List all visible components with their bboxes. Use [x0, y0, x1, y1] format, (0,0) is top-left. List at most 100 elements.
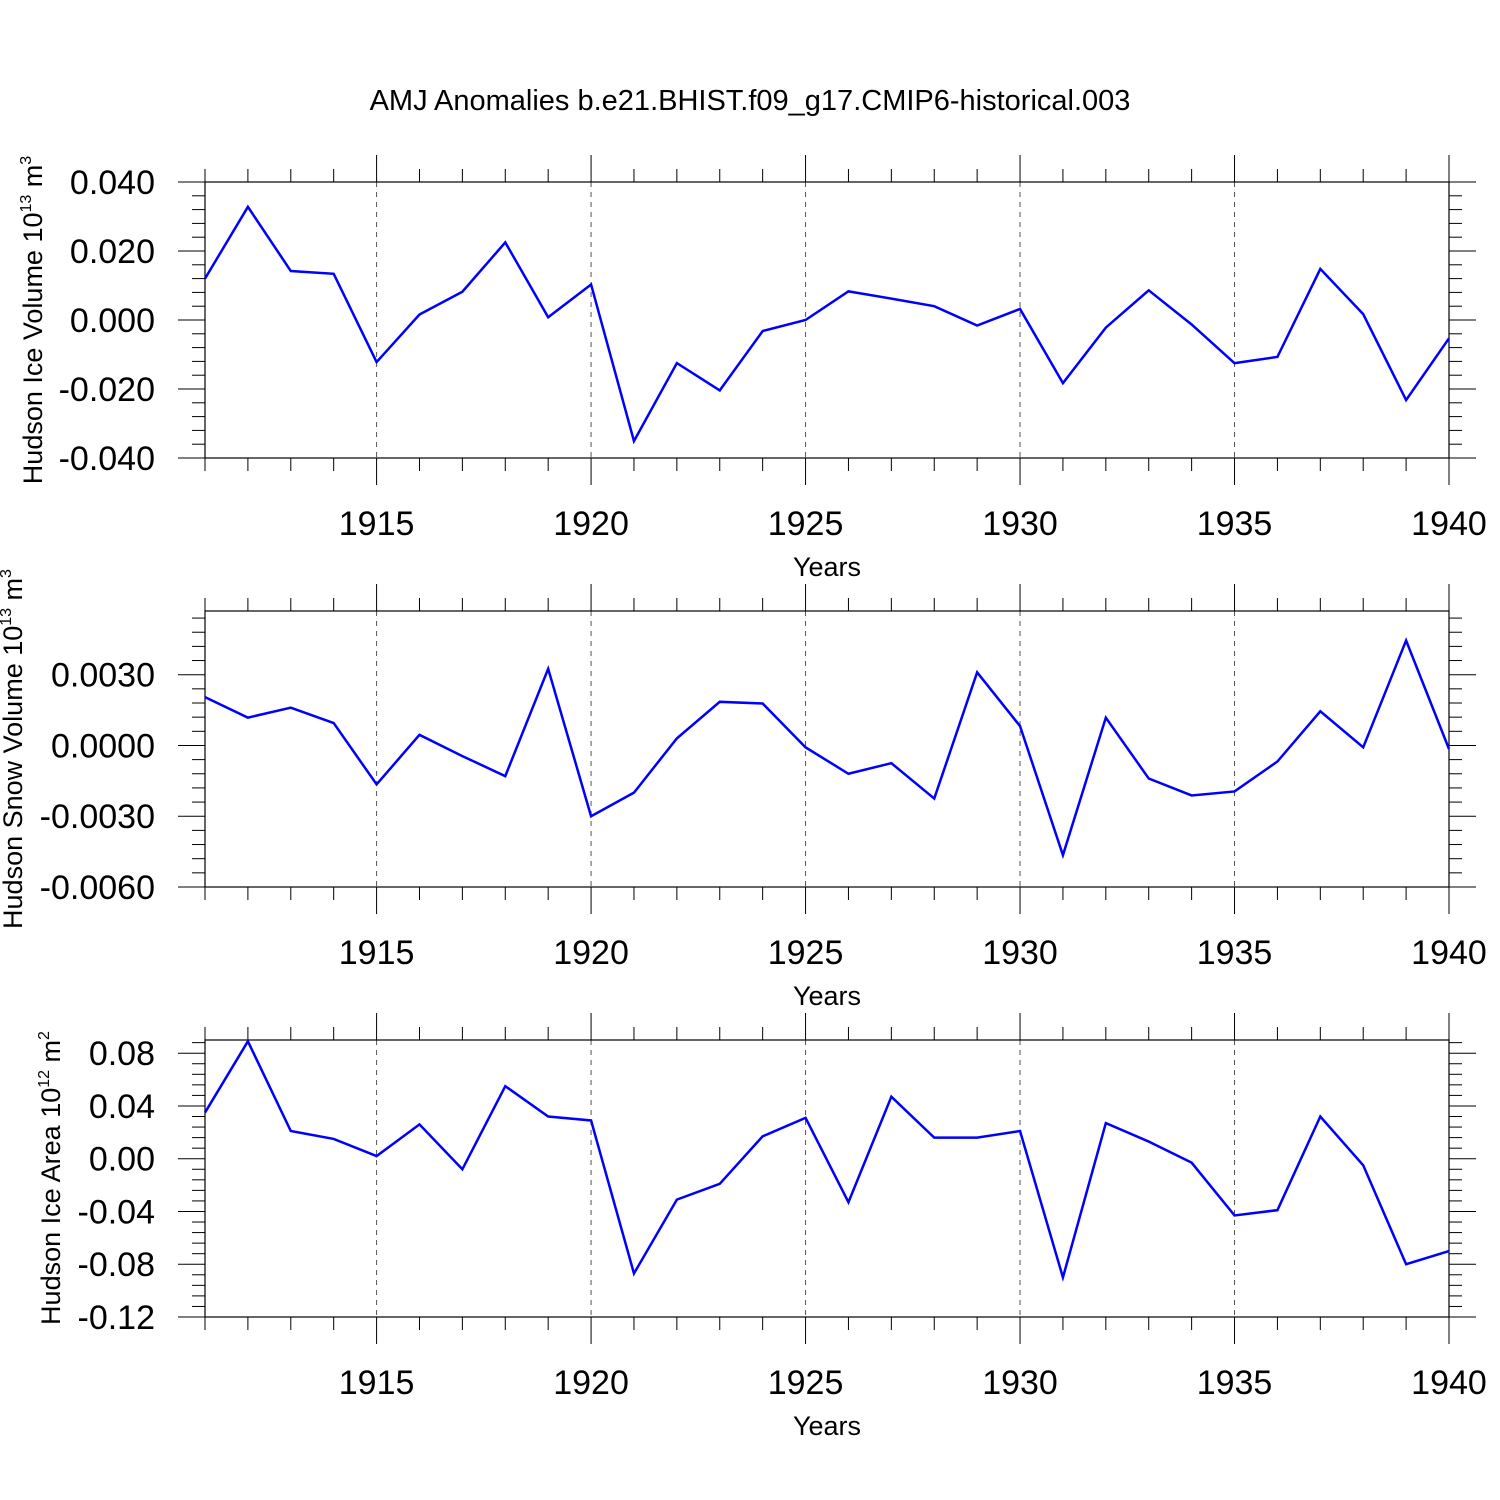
data-point-1923	[719, 1183, 721, 1185]
data-point-1913	[290, 270, 292, 272]
y-tick-label: 0.0000	[51, 727, 155, 765]
y-axis-label: Hudson Ice Volume 1013 m3	[18, 156, 48, 484]
plot-frame	[204, 1039, 1450, 1318]
data-point-1924	[761, 1135, 763, 1137]
y-tick-label: -0.04	[78, 1193, 156, 1231]
y-axis-label-exponent: 12	[36, 1070, 53, 1088]
y-axis-label: Hudson Ice Area 1012 m2	[36, 1031, 66, 1325]
data-point-1931	[1062, 854, 1064, 856]
data-point-1928	[933, 1136, 935, 1138]
series-line-1	[203, 1038, 1450, 1282]
data-point-1924	[761, 702, 763, 704]
data-point-1940	[1448, 1250, 1450, 1252]
y-tick-label: 0.0030	[51, 657, 155, 695]
panel-3: -0.12 -0.08 -0.04 0.00 0.04 0.08 1915 1920 1925 1…	[36, 1013, 1487, 1441]
data-point-1928	[933, 305, 935, 307]
x-tick-label: 1915	[339, 505, 415, 543]
data-point-1917	[461, 1168, 463, 1170]
data-point-1939	[1405, 399, 1407, 401]
y-axis-label-text: Hudson Snow Volume 10	[0, 626, 28, 929]
series-line-1	[204, 637, 1451, 860]
data-point-1923	[719, 389, 721, 391]
data-point-1934	[1190, 1161, 1192, 1163]
data-point-1934	[1190, 794, 1192, 796]
data-point-1933	[1148, 289, 1150, 291]
data-point-1915	[375, 1155, 377, 1157]
data-point-1912	[247, 1040, 249, 1042]
x-tick-label: 1940	[1411, 934, 1487, 972]
x-tick-label: 1935	[1197, 934, 1273, 972]
data-point-1926	[847, 290, 849, 292]
y-tick-label: 0.04	[89, 1088, 155, 1126]
data-point-1933	[1148, 1140, 1150, 1142]
y-axis-label-unit-exponent: 2	[36, 1031, 53, 1040]
data-point-1919	[547, 1115, 549, 1117]
data-point-1918	[504, 241, 506, 243]
data-point-1916	[418, 313, 420, 315]
y-tick-label: -0.0030	[40, 798, 155, 836]
data-point-1917	[461, 291, 463, 293]
y-tick-label: -0.040	[59, 440, 155, 478]
data-point-1938	[1362, 313, 1364, 315]
data-point-1929	[976, 671, 978, 673]
data-point-1936	[1276, 1209, 1278, 1211]
plot-frame	[204, 181, 1450, 459]
data-point-1938	[1362, 746, 1364, 748]
data-point-1917	[461, 755, 463, 757]
data-point-1911	[204, 277, 206, 279]
data-point-1920	[590, 283, 592, 285]
data-point-1935	[1233, 1214, 1235, 1216]
y-axis-label-unit: m	[18, 165, 48, 195]
data-point-1926	[847, 773, 849, 775]
data-point-1926	[847, 1201, 849, 1203]
data-point-1912	[247, 716, 249, 718]
data-point-1932	[1105, 716, 1107, 718]
data-point-1922	[676, 737, 678, 739]
data-point-1923	[719, 701, 721, 703]
y-tick-label: -0.08	[78, 1246, 156, 1284]
data-point-1928	[933, 797, 935, 799]
x-tick-label: 1935	[1197, 505, 1273, 543]
data-point-1939	[1405, 1263, 1407, 1265]
data-point-1929	[976, 1136, 978, 1138]
plot-frame	[204, 610, 1450, 888]
y-tick-label: -0.020	[59, 371, 155, 409]
x-tick-label: 1920	[553, 934, 629, 972]
x-tick-label: 1930	[982, 1364, 1058, 1402]
data-point-1916	[418, 1123, 420, 1125]
y-axis-label-unit: m	[0, 578, 28, 608]
data-point-1927	[890, 1096, 892, 1098]
data-point-1914	[332, 273, 334, 275]
x-tick-label: 1920	[553, 1364, 629, 1402]
data-point-1931	[1062, 1276, 1064, 1278]
data-point-1918	[504, 1085, 506, 1087]
x-tick-label: 1925	[768, 505, 844, 543]
y-axis-label-exponent: 13	[0, 608, 15, 626]
y-axis-label-text: Hudson Ice Volume 10	[18, 213, 48, 485]
data-point-1920	[590, 815, 592, 817]
data-point-1911	[204, 696, 206, 698]
data-point-1929	[976, 324, 978, 326]
x-axis-label: Years	[793, 981, 861, 1011]
x-axis-label: Years	[793, 1411, 861, 1441]
data-point-1925	[804, 746, 806, 748]
panel-1: -0.040 -0.020 0.000 0.020 0.040 1915 1920 1925 1…	[18, 155, 1487, 582]
data-point-1939	[1405, 639, 1407, 641]
panel-2: -0.0060 -0.0030 0.0000 0.0030 1915 1920 1925 19…	[0, 569, 1487, 1011]
x-tick-label: 1930	[982, 934, 1058, 972]
data-point-1932	[1105, 1122, 1107, 1124]
data-point-1935	[1233, 790, 1235, 792]
data-point-1911	[204, 1111, 206, 1113]
data-point-1915	[375, 783, 377, 785]
data-point-1936	[1276, 760, 1278, 762]
data-point-1913	[290, 707, 292, 709]
y-tick-label: 0.08	[89, 1035, 155, 1073]
chart-title: AMJ Anomalies b.e21.BHIST.f09_g17.CMIP6-…	[370, 85, 1131, 117]
y-tick-label: -0.0060	[40, 869, 155, 907]
x-tick-label: 1925	[768, 1364, 844, 1402]
data-point-1914	[332, 722, 334, 724]
data-point-1927	[890, 297, 892, 299]
data-point-1940	[1448, 748, 1450, 750]
data-point-1919	[547, 316, 549, 318]
data-point-1927	[890, 762, 892, 764]
